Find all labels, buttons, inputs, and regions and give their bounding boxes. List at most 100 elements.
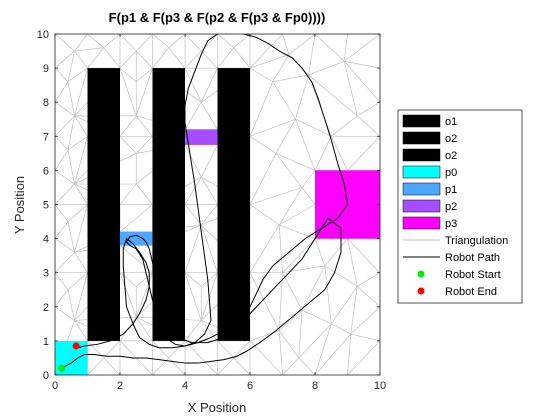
triangulation-edge: [324, 238, 348, 267]
triangulation-edge: [278, 330, 300, 359]
triangulation-edge: [347, 136, 380, 171]
triangulation-edge: [119, 204, 153, 233]
triangulation-edge: [55, 115, 75, 137]
legend: o1 o2 o2 p0 p1 p2 p3 Triangulation Robot Path Rob…: [397, 109, 523, 304]
triangulation-edge: [347, 334, 352, 375]
legend-entry: p3: [402, 216, 457, 230]
triangulation-edge: [103, 340, 121, 359]
triangulation-edge: [357, 101, 380, 117]
triangulation-edge: [314, 333, 352, 375]
x-tick-label: 6: [247, 380, 253, 392]
triangulation-edge: [200, 204, 218, 226]
triangulation-edge: [275, 153, 316, 171]
legend-label: p3: [445, 218, 457, 230]
triangulation-edge: [103, 34, 121, 48]
triangulation-edge: [55, 170, 75, 185]
triangulation-edge: [295, 74, 309, 120]
legend-entry: o2: [402, 131, 457, 145]
triangulation-edge: [55, 81, 69, 103]
legend-swatch: [402, 199, 441, 213]
legend-swatch: [417, 270, 425, 278]
legend-label: o1: [445, 116, 457, 128]
triangulation-edge: [282, 357, 300, 375]
legend-entry: o2: [402, 148, 457, 162]
triangulation-edge: [87, 34, 104, 48]
triangulation-edge: [87, 47, 105, 69]
legend-label: p0: [445, 167, 457, 179]
triangulation-edge: [67, 149, 75, 185]
triangulation-edge: [298, 357, 316, 375]
x-tick-label: 10: [374, 380, 386, 392]
triangulation-edge: [282, 238, 316, 273]
triangulation-edge: [308, 34, 316, 75]
legend-entry: p2: [402, 199, 457, 213]
triangulation-edge: [55, 183, 75, 205]
triangulation-edge: [343, 34, 348, 62]
triangulation-edge: [184, 340, 218, 375]
triangulation-edge: [314, 323, 332, 375]
y-tick-label: 9: [43, 63, 49, 75]
legend-entry: Robot Start: [417, 269, 501, 281]
triangulation-edge: [308, 74, 358, 117]
legend-swatch: [402, 131, 441, 145]
triangulation-edge: [308, 74, 332, 137]
triangulation-edge: [136, 67, 153, 83]
legend-label: Triangulation: [445, 235, 508, 247]
triangulation-edge: [55, 34, 75, 52]
triangulation-edge: [200, 50, 218, 69]
triangulation-edge: [330, 136, 348, 171]
triangulation-edge: [331, 115, 358, 137]
triangulation-edge: [278, 272, 283, 331]
triangulation-edge: [135, 67, 153, 116]
y-axis-label: Y Position: [12, 176, 27, 234]
triangulation-edge: [301, 265, 326, 311]
triangulation-edge: [67, 67, 88, 83]
x-tick-label: 0: [52, 380, 58, 392]
legend-label: p1: [445, 184, 457, 196]
triangulation-edge: [184, 224, 202, 273]
triangulation-edge: [200, 224, 218, 273]
triangulation-edge: [67, 81, 75, 116]
triangulation-edge: [347, 238, 358, 287]
triangulation-edge: [288, 34, 316, 55]
triangulation-edge: [249, 81, 274, 137]
triangulation-edge: [344, 60, 380, 69]
triangulation-edge: [55, 67, 69, 82]
triangulation-edge: [357, 286, 380, 308]
triangulation-edge: [233, 357, 251, 375]
region-p1: [120, 231, 153, 246]
triangulation-edge: [55, 251, 75, 273]
triangulation-edge: [278, 330, 283, 375]
triangulation-edge: [152, 340, 170, 359]
legend-label: Robot Path: [445, 252, 500, 264]
triangulation-edge: [168, 47, 186, 69]
triangulation-edge: [55, 136, 69, 151]
robot-path-line: [61, 34, 348, 369]
triangulation-edge: [278, 187, 303, 226]
triangulation-edge: [357, 272, 380, 287]
y-tick-label: 5: [43, 200, 49, 212]
triangulation-edge: [272, 81, 296, 120]
triangulation-edge: [343, 61, 380, 103]
y-axis-ticks: 0 1 2 3 4 5 6 7 8 9 10: [37, 29, 380, 382]
legend-swatch: [402, 114, 441, 128]
legend-entry: Robot Path: [403, 252, 500, 264]
x-axis-label: X Position: [188, 400, 247, 415]
triangulation-edge: [249, 224, 280, 273]
legend-swatch: [402, 165, 441, 179]
triangulation-edge: [272, 54, 290, 82]
triangulation-edge: [67, 204, 88, 222]
y-tick-label: 2: [43, 302, 49, 314]
legend-label: Robot Start: [445, 269, 501, 281]
triangulation-edge: [55, 149, 69, 171]
triangulation-edge: [344, 34, 380, 62]
triangulation-edge: [275, 119, 296, 154]
triangulation-edge: [298, 323, 332, 359]
triangulation-edge: [135, 115, 153, 137]
triangulation-edge: [314, 136, 332, 171]
legend-entry: Triangulation: [403, 235, 508, 247]
triangulation-edge: [233, 47, 251, 69]
triangulation-edge: [74, 115, 88, 137]
triangulation-edge: [249, 204, 280, 226]
triangulation-edge: [301, 309, 332, 325]
